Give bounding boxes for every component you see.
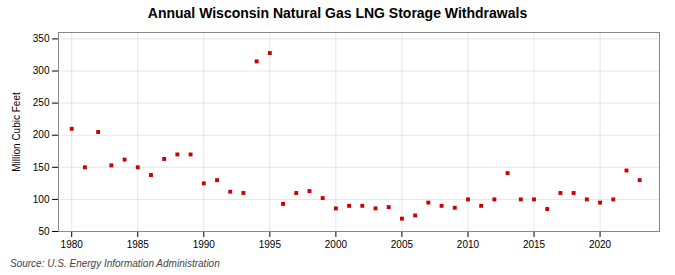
svg-text:2005: 2005 bbox=[391, 239, 414, 250]
svg-text:2010: 2010 bbox=[457, 239, 480, 250]
svg-text:100: 100 bbox=[33, 194, 50, 205]
svg-text:1995: 1995 bbox=[259, 239, 282, 250]
svg-text:2015: 2015 bbox=[523, 239, 546, 250]
html-text:Source: U.S. Energy Informatio: Source: U.S. Energy Information Administ… bbox=[10, 258, 220, 269]
svg-text:250: 250 bbox=[33, 97, 50, 108]
svg-text:1990: 1990 bbox=[193, 239, 216, 250]
svg-text:Million Cubic Feet: Million Cubic Feet bbox=[11, 92, 22, 172]
svg-text:150: 150 bbox=[33, 162, 50, 173]
svg-text:2020: 2020 bbox=[589, 239, 612, 250]
svg-text:1980: 1980 bbox=[61, 239, 84, 250]
html-text:Annual Wisconsin Natural Gas L: Annual Wisconsin Natural Gas LNG Storage… bbox=[147, 5, 528, 21]
svg-text:300: 300 bbox=[33, 65, 50, 76]
svg-text:200: 200 bbox=[33, 129, 50, 140]
svg-text:1985: 1985 bbox=[127, 239, 150, 250]
svg-text:2000: 2000 bbox=[325, 239, 348, 250]
svg-text:50: 50 bbox=[38, 226, 50, 237]
svg-text:350: 350 bbox=[33, 33, 50, 44]
